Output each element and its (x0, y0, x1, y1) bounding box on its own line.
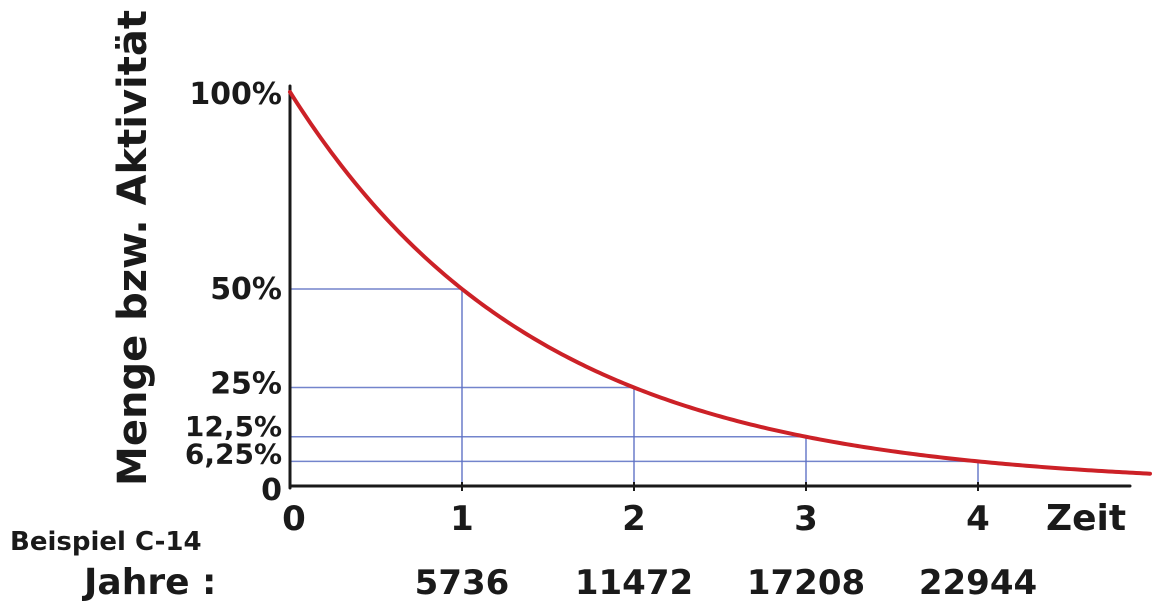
year-label: 17208 (747, 563, 865, 603)
x-tick-label: 2 (622, 499, 646, 539)
x-tick-label: 1 (450, 499, 474, 539)
y-tick-label: 12,5% (185, 410, 282, 443)
decay-curve (288, 90, 1152, 476)
y-tick-label: 100% (189, 77, 282, 112)
y-tick-label: 6,25% (185, 437, 282, 470)
axes (288, 84, 1132, 491)
year-label: 22944 (919, 563, 1037, 603)
years-row-label: Jahre : (81, 562, 216, 603)
x-tick-labels: 0 1 2 3 4 (282, 499, 990, 539)
y-tick-label: 25% (210, 367, 282, 402)
x-tick-label: 0 (282, 499, 306, 539)
decay-curve-layer (288, 90, 1152, 476)
x-axis-label: Zeit (1046, 498, 1126, 539)
y-tick-label: 0 (261, 473, 282, 508)
years-row: 5736 11472 17208 22944 (415, 563, 1037, 603)
half-life-guides (290, 288, 979, 486)
x-tick-label: 3 (794, 499, 818, 539)
year-label: 5736 (415, 563, 510, 603)
y-axis-label: Menge bzw. Aktivität (110, 10, 156, 486)
year-label: 11472 (575, 563, 693, 603)
example-title: Beispiel C-14 (10, 527, 202, 557)
y-tick-label: 50% (210, 272, 282, 307)
x-tick-label: 4 (966, 499, 990, 539)
y-tick-labels: 100% 50% 25% 12,5%6,25%0 (185, 77, 282, 508)
